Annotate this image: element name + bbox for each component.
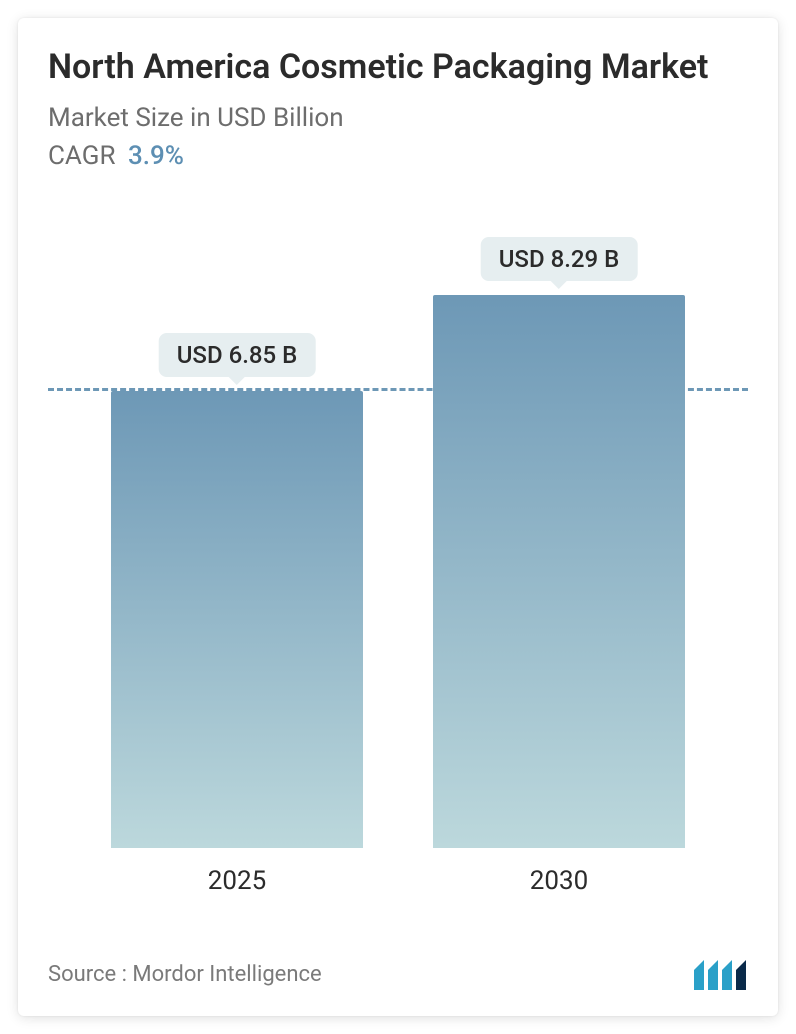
chart-area: USD 6.85 B USD 8.29 B 2025 2030 [48, 248, 748, 896]
cagr-value: 3.9% [128, 141, 184, 171]
bar-2025: USD 6.85 B [111, 391, 363, 848]
x-axis-label: 2030 [433, 866, 685, 896]
value-badge: USD 6.85 B [159, 333, 316, 377]
cagr-label: CAGR [48, 141, 115, 171]
chart-title: North America Cosmetic Packaging Market [48, 46, 748, 89]
cagr-line: CAGR 3.9% [48, 141, 748, 171]
bar-fill [111, 391, 363, 848]
logo-bar-3 [722, 960, 732, 990]
logo-bar-4 [736, 960, 746, 990]
logo-bar-2 [708, 960, 718, 990]
chart-footer: Source : Mordor Intelligence [48, 956, 748, 992]
bars-container: USD 6.85 B USD 8.29 B [48, 248, 748, 848]
source-attribution: Source : Mordor Intelligence [48, 962, 322, 987]
value-badge: USD 8.29 B [481, 237, 638, 281]
chart-subtitle: Market Size in USD Billion [48, 103, 748, 133]
logo-bar-1 [694, 960, 704, 990]
brand-logo-icon [692, 956, 748, 992]
bar-2030: USD 8.29 B [433, 295, 685, 848]
x-axis-label: 2025 [111, 866, 363, 896]
chart-card: North America Cosmetic Packaging Market … [18, 18, 778, 1016]
bar-fill [433, 295, 685, 848]
